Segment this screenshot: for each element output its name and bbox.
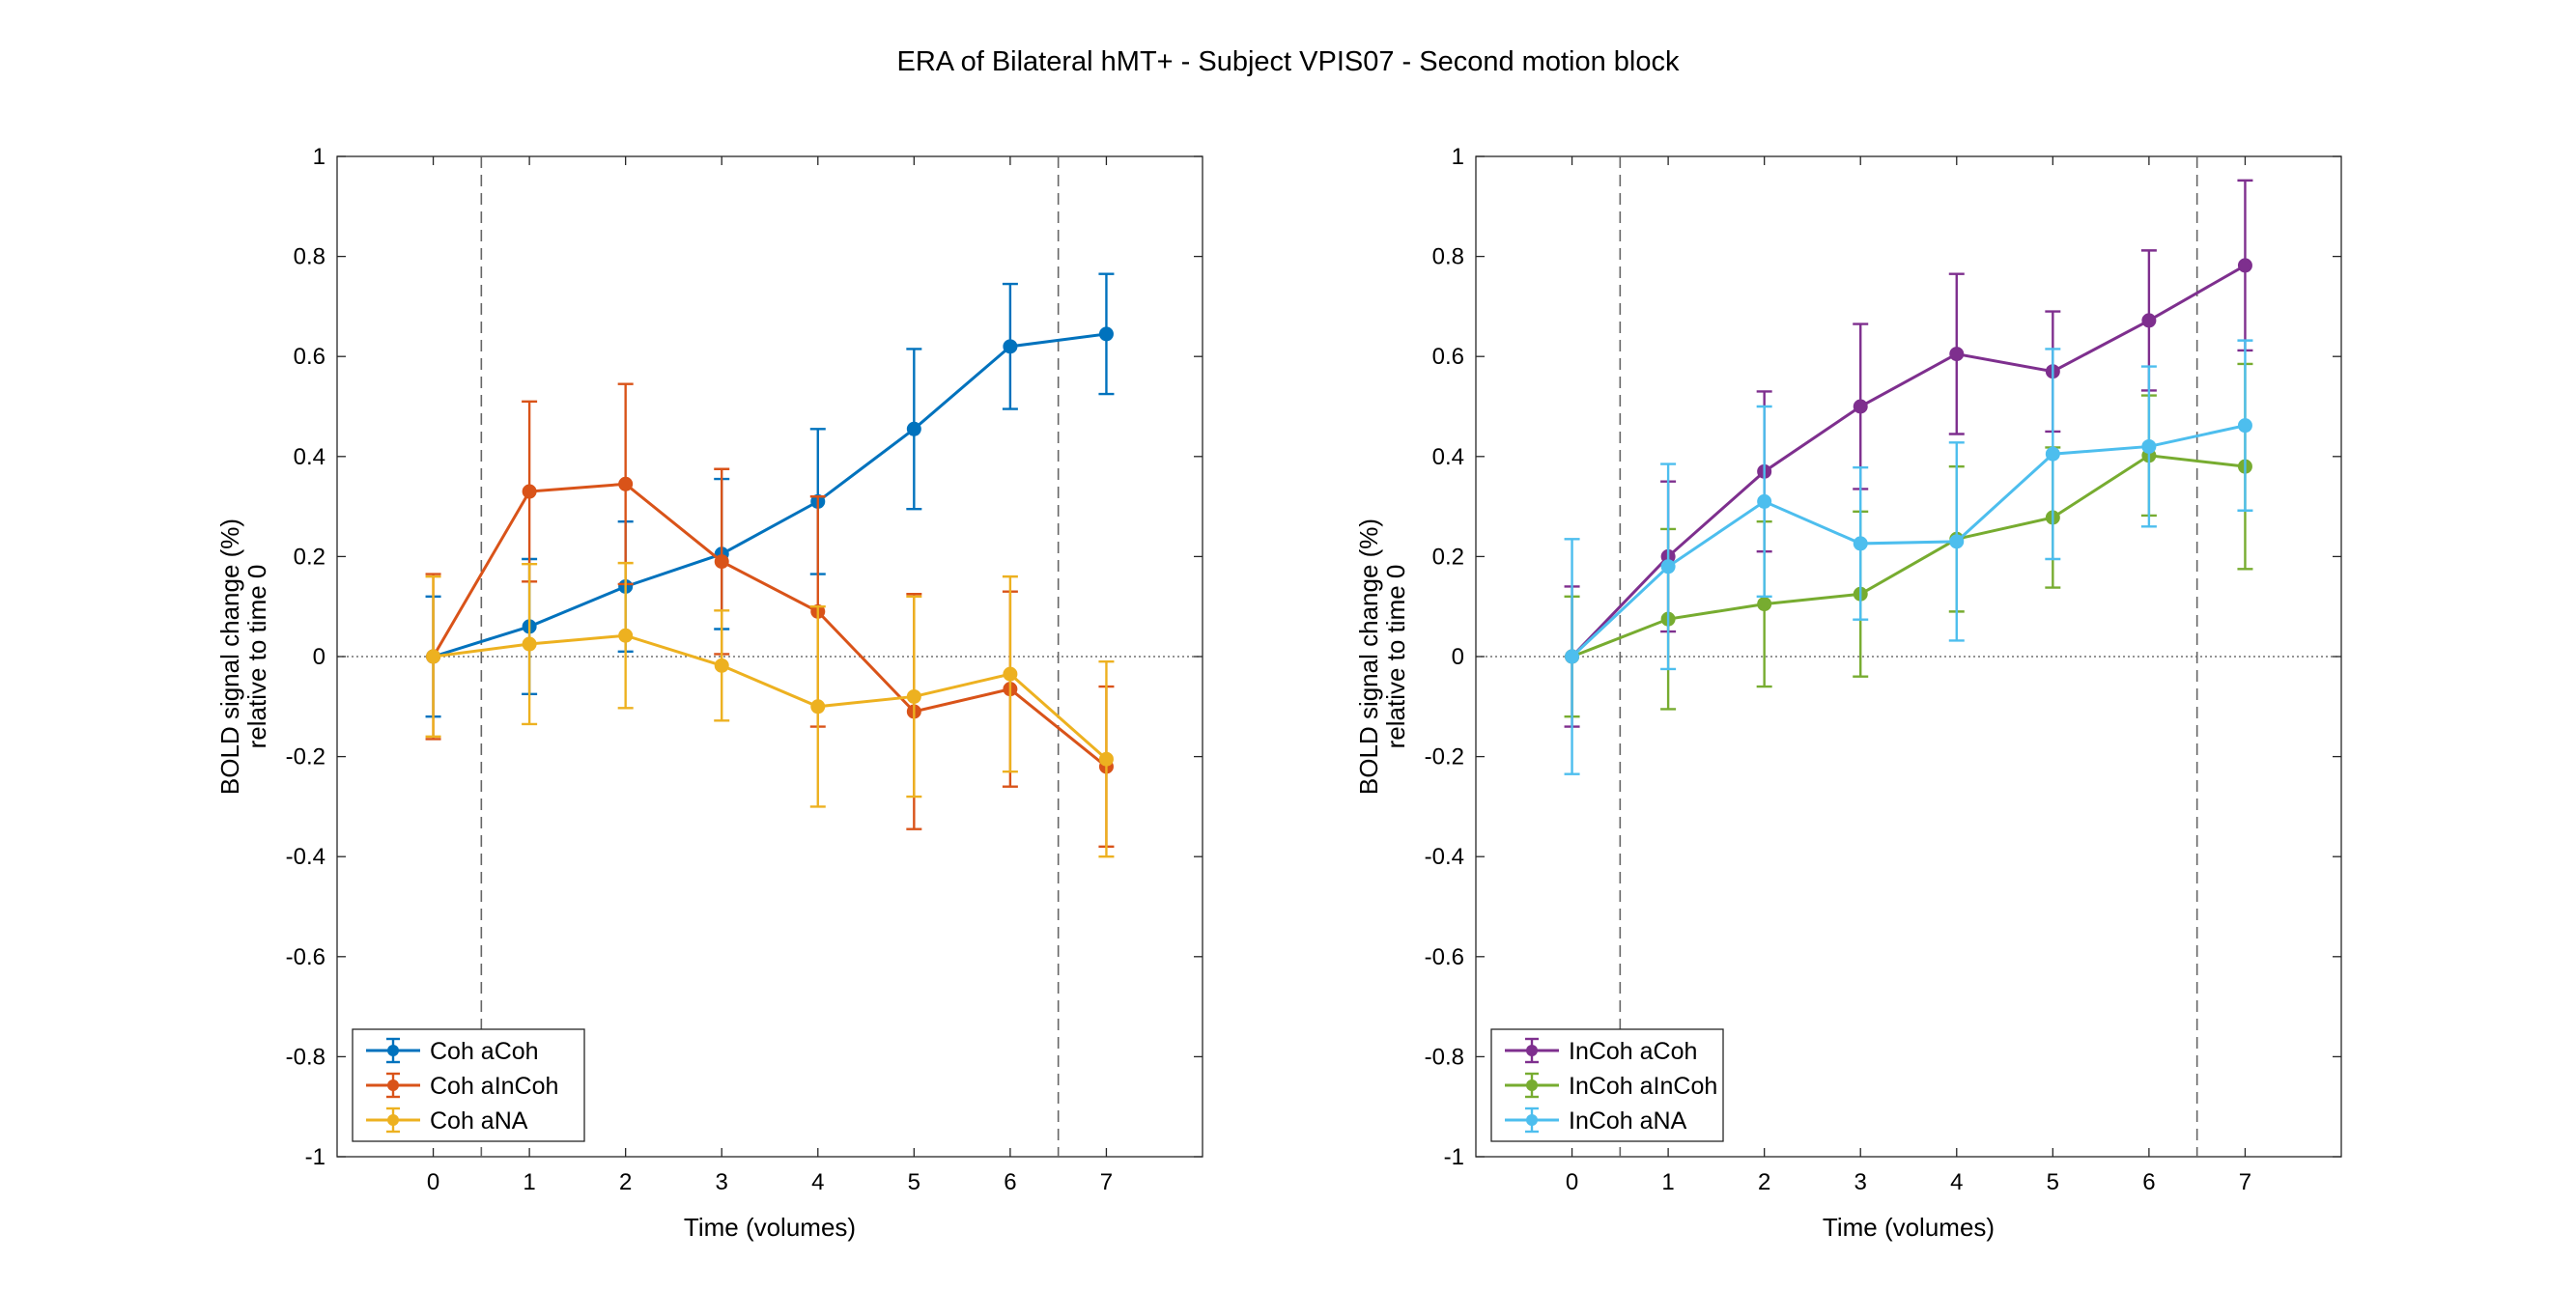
x-tick-label: 1 (1661, 1169, 1674, 1195)
series-3 (425, 561, 1115, 858)
y-tick-label: 0.2 (294, 544, 326, 570)
legend: Coh aCoh Coh aInCoh Coh aNA (352, 1028, 585, 1142)
y-tick-label: 0.2 (1432, 544, 1464, 570)
y-tick-label: 0.6 (294, 344, 326, 370)
y-tick-label: 0.4 (1432, 444, 1464, 470)
data-point (2237, 418, 2252, 434)
x-tick-label: 3 (1854, 1169, 1867, 1195)
data-point (906, 688, 921, 704)
legend: InCoh aCoh InCoh aInCoh InCoh aNA (1490, 1028, 1724, 1142)
y-tick-label: 0.8 (1432, 244, 1464, 270)
y-tick-label: -0.6 (286, 944, 326, 970)
y-tick-label: -0.4 (1425, 844, 1464, 870)
x-axis-label: Time (volumes) (1823, 1213, 1995, 1242)
series-line (1571, 454, 2246, 659)
data-point (1853, 399, 1868, 414)
x-tick-label: 1 (523, 1169, 535, 1195)
y-tick-label: 0.6 (1432, 344, 1464, 370)
x-axis-label: Time (volumes) (684, 1213, 856, 1242)
data-point (810, 699, 826, 715)
data-point (522, 636, 537, 652)
series-line (432, 482, 1108, 769)
x-tick-label: 6 (1004, 1169, 1016, 1195)
legend-label: Coh aCoh (430, 1038, 539, 1065)
data-point (1003, 666, 1018, 682)
x-tick-label: 2 (619, 1169, 632, 1195)
data-point (2237, 258, 2252, 273)
series-line (433, 332, 1107, 659)
data-point (1660, 559, 1676, 574)
y-tick-label: -0.4 (286, 844, 326, 870)
legend-label: InCoh aInCoh (1569, 1073, 1717, 1100)
legend-marker (1526, 1079, 1538, 1091)
y-tick-label: 0 (313, 644, 326, 670)
data-point (714, 658, 729, 673)
data-point (1098, 326, 1114, 342)
y-tick-label: -1 (1444, 1144, 1464, 1170)
y-tick-label: 0.4 (294, 444, 326, 470)
y-tick-label: -0.8 (1425, 1044, 1464, 1070)
legend-marker (1526, 1045, 1538, 1056)
chart-panel-1: Coh aCoh Coh aInCoh Coh aNA (336, 155, 1203, 1158)
y-tick-label: 0.8 (294, 244, 326, 270)
series-line (1571, 424, 2246, 659)
x-tick-label: 7 (1100, 1169, 1113, 1195)
data-point (714, 554, 729, 570)
data-point (2141, 313, 2157, 328)
y-axis-label-line2: relative to time 0 (242, 565, 271, 749)
x-tick-label: 6 (2142, 1169, 2155, 1195)
data-point (1098, 751, 1114, 767)
legend-label: Coh aNA (430, 1107, 528, 1135)
x-tick-label: 5 (2047, 1169, 2059, 1195)
data-point (1949, 534, 1965, 549)
y-tick-label: -0.8 (286, 1044, 326, 1070)
x-tick-label: 4 (811, 1169, 824, 1195)
legend-marker (387, 1114, 399, 1126)
y-tick-label: -0.2 (286, 744, 326, 771)
x-tick-label: 4 (1950, 1169, 1963, 1195)
x-tick-label: 7 (2239, 1169, 2251, 1195)
legend-label: Coh aInCoh (430, 1073, 558, 1100)
data-point (1565, 649, 1580, 664)
data-point (618, 476, 634, 491)
data-point (1757, 493, 1772, 509)
legend-marker (387, 1045, 399, 1056)
data-point (906, 421, 921, 436)
y-axis-label: BOLD signal change (%) (1354, 518, 1383, 795)
data-point (2141, 438, 2157, 454)
data-point (618, 628, 634, 643)
y-tick-label: 0 (1452, 644, 1464, 670)
series-3 (1564, 339, 2253, 775)
x-tick-label: 0 (427, 1169, 439, 1195)
legend-label: InCoh aNA (1569, 1107, 1687, 1135)
data-point (426, 649, 441, 664)
data-point (1853, 536, 1868, 551)
chart-panel-2: InCoh aCoh InCoh aInCoh InCoh aNA (1475, 155, 2342, 1158)
x-tick-label: 3 (716, 1169, 728, 1195)
legend-marker (1526, 1114, 1538, 1126)
series-line (433, 633, 1108, 761)
y-tick-label: -1 (305, 1144, 326, 1170)
data-point (1949, 347, 1965, 362)
data-point (2045, 446, 2060, 462)
y-axis-label-line2: relative to time 0 (1381, 565, 1410, 749)
y-tick-label: 1 (313, 144, 326, 170)
y-tick-label: -0.2 (1425, 744, 1464, 771)
legend-marker (387, 1079, 399, 1091)
x-tick-label: 0 (1566, 1169, 1578, 1195)
y-axis-label: BOLD signal change (%) (215, 518, 244, 795)
y-tick-label: 1 (1452, 144, 1464, 170)
data-point (1003, 339, 1018, 354)
legend-label: InCoh aCoh (1569, 1038, 1697, 1065)
y-tick-label: -0.6 (1425, 944, 1464, 970)
figure-title: ERA of Bilateral hMT+ - Subject VPIS07 -… (896, 46, 1680, 77)
series-line (1571, 264, 2247, 659)
data-point (1757, 597, 1772, 612)
data-point (522, 484, 537, 499)
x-tick-label: 5 (908, 1169, 920, 1195)
x-tick-label: 2 (1758, 1169, 1770, 1195)
